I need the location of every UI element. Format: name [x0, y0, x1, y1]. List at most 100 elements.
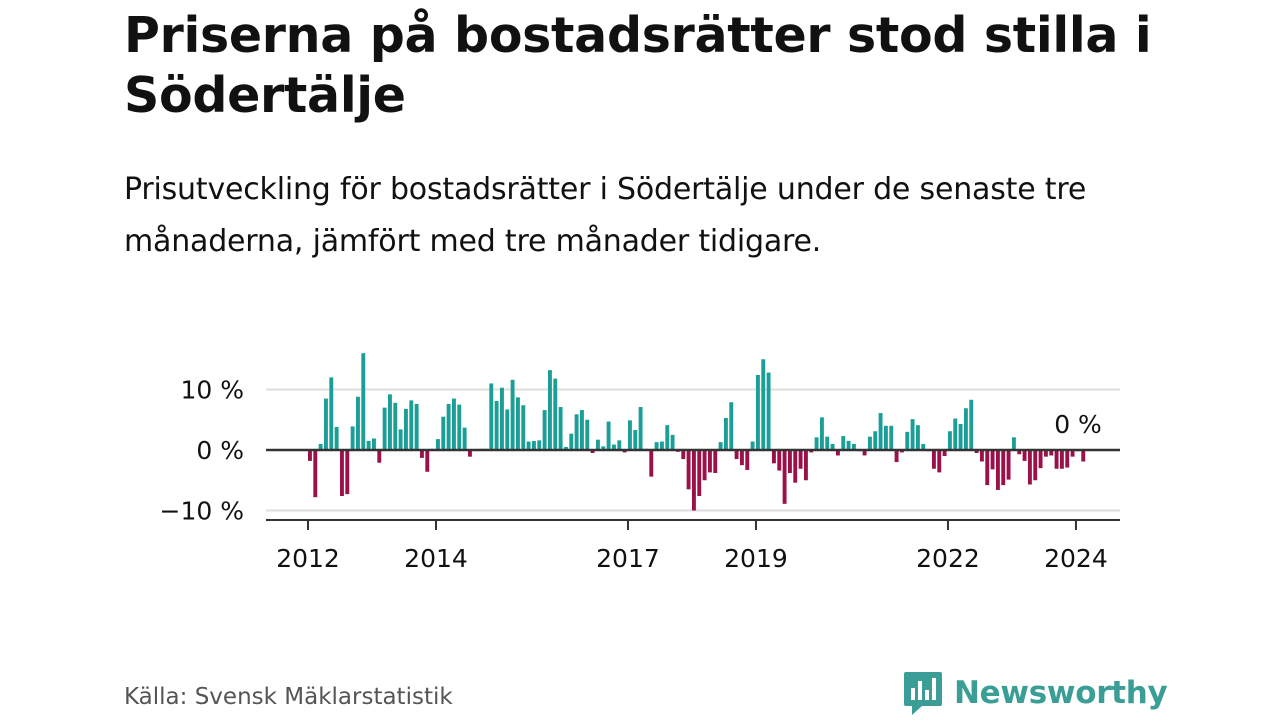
bar	[995, 450, 1000, 490]
bar	[441, 416, 446, 450]
bar	[633, 430, 638, 450]
bar	[494, 401, 499, 450]
bar	[489, 383, 494, 450]
bar	[750, 441, 755, 450]
bar	[414, 404, 419, 450]
bar	[1033, 450, 1038, 481]
bar	[569, 433, 574, 451]
bar	[1059, 450, 1064, 469]
bar	[931, 450, 936, 469]
bar	[419, 450, 424, 458]
bar	[563, 446, 568, 450]
bar	[388, 394, 392, 450]
brand-name: Newsworthy	[954, 675, 1168, 711]
bar	[782, 450, 787, 504]
bar	[1022, 450, 1027, 461]
source-note: Källa: Svensk Mäklarstatistik	[124, 684, 453, 710]
bar	[462, 427, 467, 451]
bar	[745, 450, 750, 470]
bar	[547, 370, 552, 450]
bar	[446, 404, 451, 450]
y-tick-label: −10 %	[160, 497, 244, 526]
bar	[825, 436, 830, 450]
bar	[521, 405, 526, 450]
bar	[409, 400, 414, 450]
bar	[910, 419, 915, 450]
x-tick-label: 2012	[276, 544, 340, 573]
bar	[803, 450, 808, 481]
bar	[670, 434, 675, 451]
newsworthy-logo-icon	[904, 672, 942, 715]
bar	[324, 398, 328, 450]
bar	[878, 413, 883, 450]
bar	[889, 425, 894, 450]
bar	[686, 450, 691, 490]
bar	[766, 372, 771, 450]
bar	[1011, 437, 1016, 451]
bar	[969, 399, 974, 450]
bar	[894, 450, 899, 463]
bar	[558, 407, 563, 450]
bar	[953, 418, 958, 450]
bar	[308, 450, 312, 461]
bar	[329, 377, 334, 450]
bar	[734, 450, 739, 460]
bar	[755, 374, 760, 450]
bar	[697, 450, 702, 496]
bar	[361, 353, 366, 450]
x-tick-label: 2017	[596, 544, 660, 573]
bar	[345, 450, 350, 495]
bar	[372, 438, 376, 450]
bar	[467, 450, 472, 457]
bar	[963, 408, 968, 450]
bar	[601, 446, 606, 450]
bar	[942, 450, 947, 457]
y-tick-label: 0 %	[196, 436, 244, 465]
bar	[334, 427, 339, 450]
chart-subtitle: Prisutveckling för bostadsrätter i Söder…	[124, 172, 1087, 259]
bar	[702, 450, 707, 481]
bar	[873, 431, 878, 450]
bar	[947, 431, 952, 450]
bar	[713, 450, 718, 473]
bar	[771, 450, 776, 464]
bar	[590, 450, 595, 454]
bar	[1054, 450, 1059, 469]
bar	[830, 443, 835, 450]
bar	[862, 450, 867, 456]
bar	[366, 440, 371, 450]
bar	[1038, 450, 1043, 469]
bar	[1017, 450, 1022, 455]
bar	[1070, 450, 1075, 457]
bar	[723, 417, 728, 450]
x-tick-label: 2019	[724, 544, 788, 573]
bar-layer	[308, 353, 1086, 511]
bar	[457, 404, 462, 451]
bar	[787, 450, 792, 473]
bar	[921, 443, 926, 450]
bar	[985, 450, 990, 486]
bar	[958, 423, 963, 450]
bar	[393, 402, 398, 450]
bar	[425, 450, 430, 472]
bar	[739, 450, 744, 466]
bar	[340, 450, 344, 496]
bar	[537, 440, 542, 450]
bar	[851, 443, 856, 450]
bar	[937, 450, 942, 473]
bar	[883, 425, 888, 450]
bar	[627, 420, 632, 450]
bar	[990, 450, 995, 470]
bar	[814, 437, 819, 451]
bar	[681, 450, 686, 460]
bar	[435, 439, 440, 450]
bar	[638, 407, 643, 450]
bar	[915, 425, 920, 450]
bar	[1065, 450, 1070, 468]
bar	[835, 450, 840, 456]
bar	[659, 441, 664, 450]
bar	[585, 419, 590, 450]
bar	[574, 414, 579, 451]
bar	[665, 425, 670, 450]
bar	[974, 450, 979, 454]
